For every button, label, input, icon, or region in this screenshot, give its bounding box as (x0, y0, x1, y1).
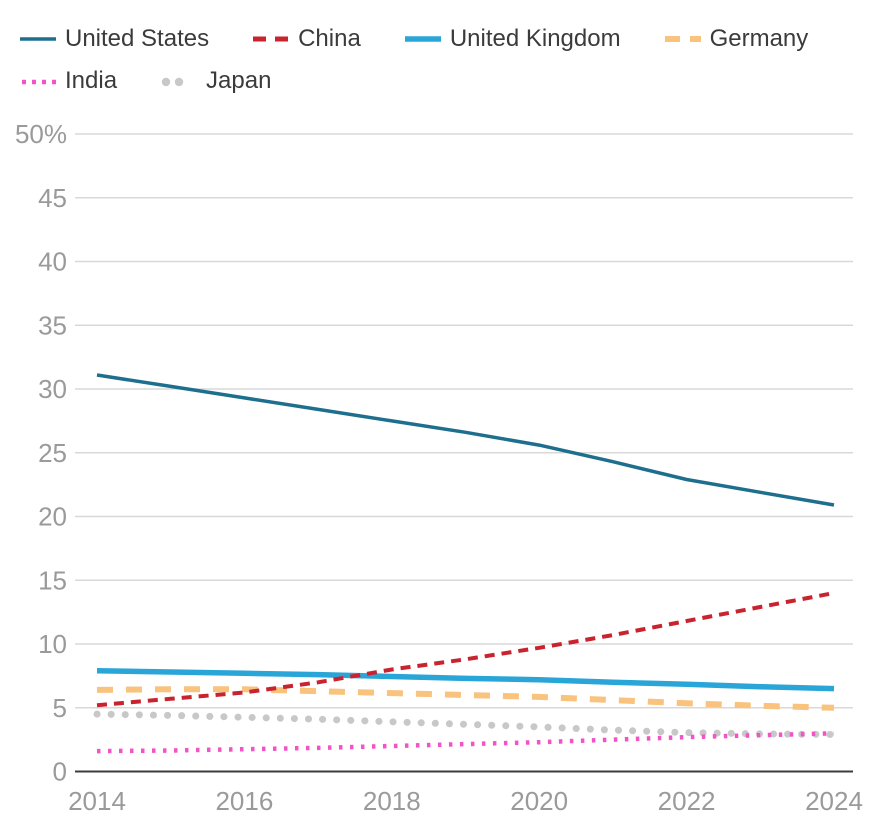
legend-item-china[interactable]: China (253, 25, 361, 52)
y-axis-labels: 0 5 10 15 20 25 30 35 40 45 50% (15, 119, 67, 787)
legend-label: United States (65, 25, 210, 52)
legend-item-india[interactable]: India (20, 67, 118, 95)
legend-swatch-icon (253, 34, 290, 44)
series-line-germany (96, 686, 835, 711)
y-tick-label: 25 (38, 438, 67, 468)
legend-label: Germany (709, 25, 809, 52)
legend-item-germany[interactable]: Germany (664, 25, 809, 52)
y-tick-label: 20 (38, 502, 67, 532)
y-tick-label: 0 (53, 757, 67, 787)
series-lines (93, 373, 838, 754)
y-tick-label: 15 (38, 565, 67, 595)
series-line-united-states (96, 373, 835, 507)
legend-item-united-kingdom[interactable]: United Kingdom (404, 25, 621, 52)
legend-label: United Kingdom (449, 25, 621, 52)
x-tick-label: 2016 (215, 786, 273, 816)
y-tick-label: 45 (38, 183, 67, 213)
legend-label: India (65, 67, 118, 95)
legend-label: Japan (206, 67, 272, 95)
x-tick-label: 2014 (68, 786, 126, 816)
y-tick-label: 50% (15, 119, 67, 149)
x-axis-labels: 2014 2016 2018 2020 2022 2024 (68, 786, 863, 816)
series-line-china (96, 591, 835, 708)
legend-swatch-icon (20, 77, 56, 87)
series-line-india (96, 731, 835, 754)
legend-label: China (298, 25, 361, 52)
series-line-united-kingdom (96, 668, 835, 692)
series-line-japan (93, 710, 838, 738)
x-tick-label: 2024 (805, 786, 863, 816)
y-tick-label: 30 (38, 374, 67, 404)
legend-swatch-icon (20, 34, 56, 44)
x-tick-label: 2022 (658, 786, 716, 816)
legend-swatch-icon (161, 76, 197, 88)
y-tick-label: 5 (53, 693, 67, 723)
legend: United States China United Kingdom Germany I… (20, 25, 866, 95)
y-tick-label: 10 (38, 629, 67, 659)
y-tick-label: 35 (38, 310, 67, 340)
y-tick-label: 40 (38, 247, 67, 277)
legend-swatch-icon (664, 34, 701, 44)
x-tick-label: 2018 (363, 786, 421, 816)
legend-item-united-states[interactable]: United States (20, 25, 210, 52)
legend-item-japan[interactable]: Japan (161, 67, 272, 95)
legend-swatch-icon (404, 34, 441, 44)
gridlines (75, 133, 853, 773)
x-tick-label: 2020 (510, 786, 568, 816)
